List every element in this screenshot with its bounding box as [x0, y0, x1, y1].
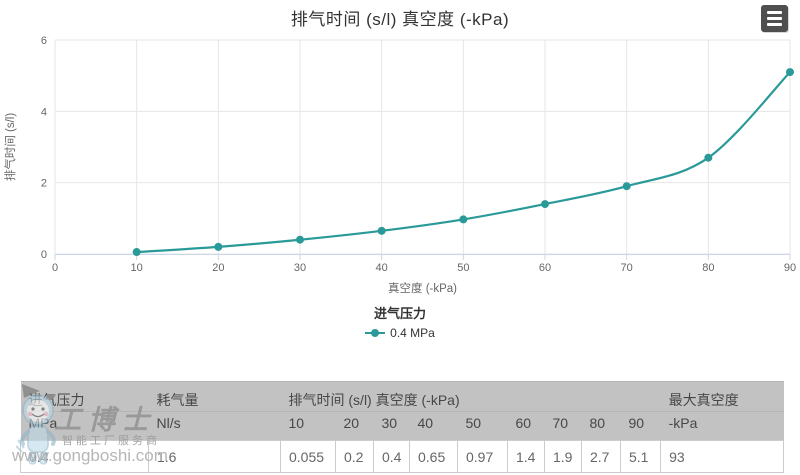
table-header-cell: 最大真空度	[660, 381, 784, 412]
spec-table-wrap: 进气压力 耗气量 排气时间 (s/l) 真空度 (-kPa) 最大真空度 MPa Nl/s…	[20, 381, 785, 473]
series-marker-icon	[365, 329, 386, 337]
table-row: 0.4 1.6 0.055 0.2 0.4 0.65 0.97 1.4 1.9 2.7 5.1 93	[20, 440, 785, 473]
x-tick-label: 10	[131, 262, 143, 274]
table-value-cell: 0.65	[409, 440, 458, 473]
table-value-cell: 0.4	[373, 440, 410, 473]
x-tick-label: 70	[621, 262, 633, 274]
x-tick-label: 20	[212, 262, 224, 274]
hamburger-menu-icon	[767, 23, 782, 26]
table-value-cell: 1.4	[507, 440, 545, 473]
x-tick-label: 60	[539, 262, 551, 274]
chart-area: 0 10 20 30 40 50 60 70 80 90 0 2 4 6 真空度 (-kPa) 排气时间 (s…	[0, 5, 800, 344]
table-subheader-cell: 50	[457, 411, 508, 441]
table-subheader-cell: -kPa	[660, 411, 784, 441]
y-tick-label: 4	[41, 106, 47, 118]
table-subheader-cell: 70	[544, 411, 582, 441]
hamburger-menu-icon	[767, 17, 782, 20]
y-tick-label: 2	[41, 178, 47, 190]
table-subheader-cell: 30	[373, 411, 410, 441]
hamburger-menu-icon	[767, 11, 782, 14]
x-tick-label: 0	[52, 262, 58, 274]
table-subheader-cell: MPa	[20, 411, 149, 441]
chart-title: 排气时间 (s/l) 真空度 (-kPa)	[290, 10, 510, 29]
table-subheader-cell: 60	[507, 411, 545, 441]
legend-title: 进气压力	[373, 306, 426, 321]
table-value-cell: 0.2	[335, 440, 374, 473]
series-point	[296, 235, 304, 244]
legend-item-label: 0.4 MPa	[390, 326, 435, 340]
table-value-cell: 0.97	[457, 440, 508, 473]
table-subheader-cell: Nl/s	[148, 411, 281, 441]
table-header-cell: 排气时间 (s/l) 真空度 (-kPa)	[280, 381, 661, 412]
table-value-cell: 93	[660, 440, 785, 473]
x-tick-label: 30	[294, 262, 306, 274]
chart-export-menu-button[interactable]	[761, 5, 788, 32]
spec-table-header: 进气压力 耗气量 排气时间 (s/l) 真空度 (-kPa) 最大真空度 MPa Nl/s…	[20, 381, 784, 441]
series-point	[786, 68, 794, 77]
series-point	[541, 200, 549, 209]
y-tick-label: 0	[41, 249, 47, 261]
table-value-cell: 2.7	[581, 440, 621, 473]
table-subheader-cell: 90	[620, 411, 661, 441]
series-point	[459, 215, 468, 224]
series-point	[377, 226, 386, 235]
y-axis-title: 排气时间 (s/l)	[3, 113, 17, 182]
series-point	[132, 248, 141, 257]
table-value-cell: 0.055	[280, 440, 336, 473]
table-value-cell: 5.1	[619, 440, 662, 473]
table-subheader-cell: 10	[280, 411, 336, 441]
spec-table-body: 0.4 1.6 0.055 0.2 0.4 0.65 0.97 1.4 1.9 2.7 5.1 93	[20, 440, 785, 473]
legend-item-04mpa[interactable]: 0.4 MPa	[365, 326, 435, 340]
x-tick-label: 40	[376, 262, 388, 274]
table-subheader-cell: 40	[409, 411, 458, 441]
series-point	[214, 242, 223, 251]
table-header-cell: 进气压力	[20, 381, 149, 412]
table-value-cell: 1.6	[148, 440, 281, 473]
table-value-cell: 1.9	[544, 440, 582, 473]
chart-plot: 0 10 20 30 40 50 60 70 80 90 0 2 4 6 真空度 (-kPa) 排气时间 (s…	[3, 35, 796, 295]
x-axis-title: 真空度 (-kPa)	[388, 281, 457, 295]
y-tick-label: 6	[41, 35, 47, 47]
x-tick-label: 80	[702, 262, 714, 274]
spec-table: 进气压力 耗气量 排气时间 (s/l) 真空度 (-kPa) 最大真空度 MPa Nl/s…	[20, 381, 785, 473]
series-point	[704, 153, 713, 162]
chart-legend: 进气压力 0.4 MPa	[0, 303, 800, 344]
table-header-cell: 耗气量	[148, 381, 281, 412]
x-tick-label: 90	[784, 262, 796, 274]
series-point	[622, 182, 631, 191]
table-value-cell: 0.4	[20, 440, 149, 473]
table-subheader-cell: 20	[335, 411, 374, 441]
x-tick-label: 50	[457, 262, 469, 274]
table-subheader-cell: 80	[581, 411, 621, 441]
